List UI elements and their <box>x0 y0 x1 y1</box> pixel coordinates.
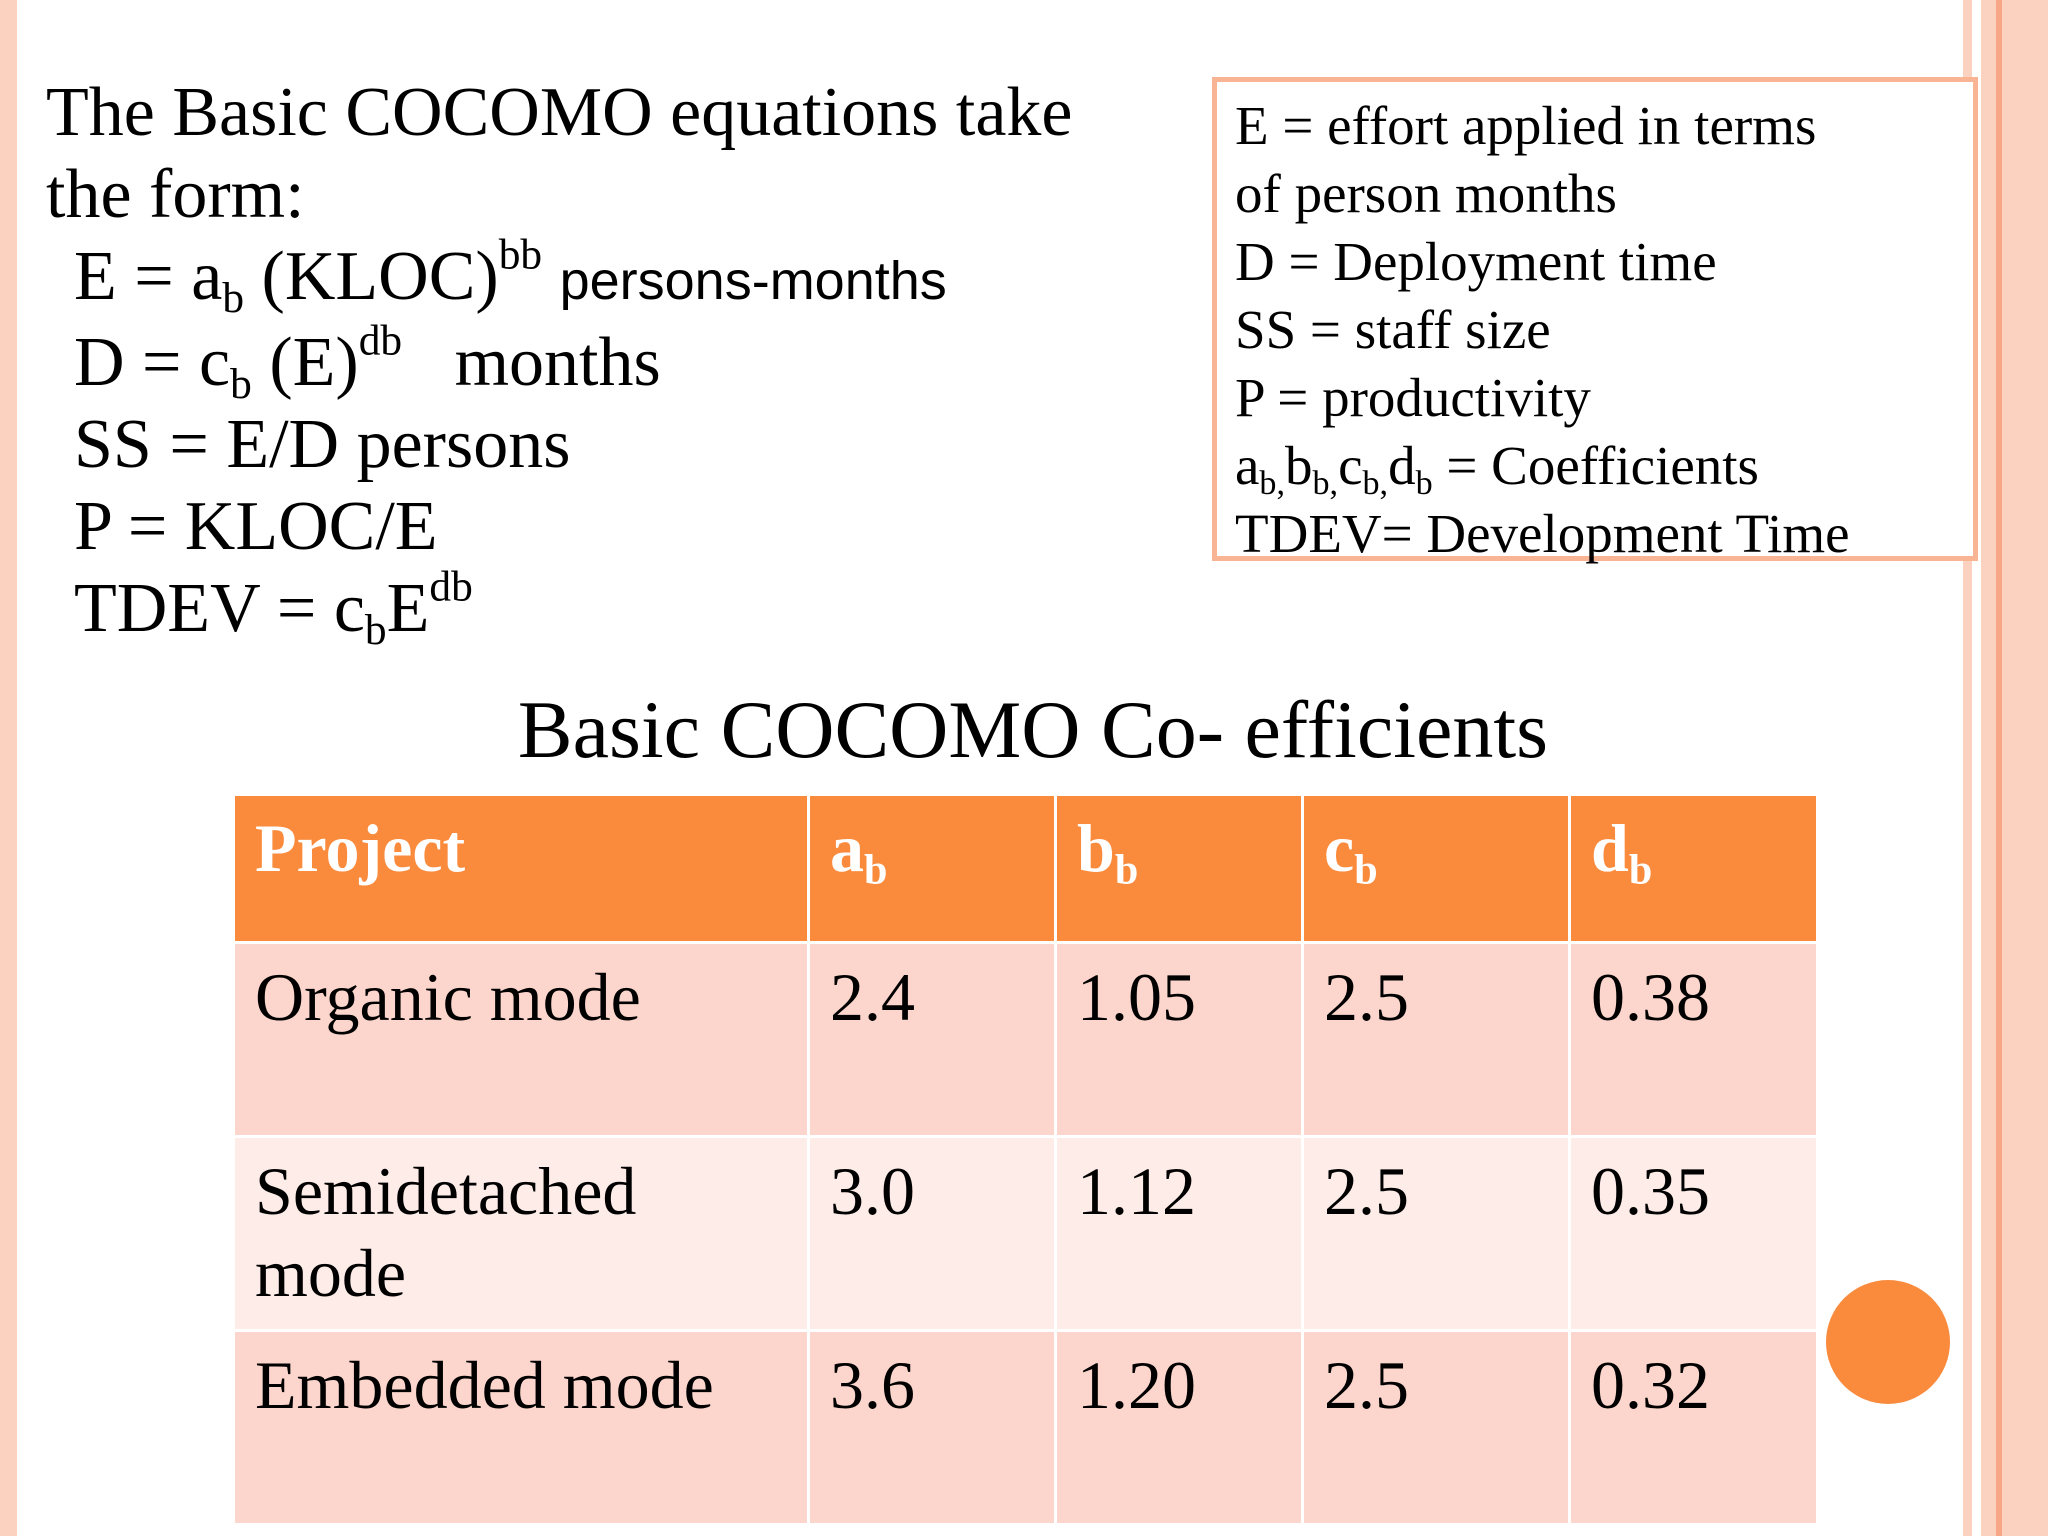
legend-line-5: P = productivity <box>1235 367 1591 428</box>
coef-b-sub: b <box>1312 465 1330 503</box>
right-frame-stripe-inner <box>1963 0 1972 1536</box>
row-semidetached-ab: 3.0 <box>807 1135 1057 1332</box>
header-project-text: Project <box>255 810 466 886</box>
duration-sup: db <box>358 316 403 365</box>
table-row: Embedded mode 3.6 1.20 2.5 0.32 <box>232 1329 1819 1526</box>
intro-line-2: the form: <box>46 156 305 233</box>
header-ab-main: a <box>830 810 864 886</box>
legend-line-3: D = Deployment time <box>1235 231 1717 292</box>
table-header-row: Project ab bb cb db <box>232 793 1819 944</box>
header-ab-sub: b <box>864 846 888 894</box>
row-semidetached-bb: 1.12 <box>1054 1135 1304 1332</box>
equations-block: The Basic COCOMO equations take the form… <box>46 72 1196 652</box>
decorative-orange-circle <box>1826 1280 1950 1404</box>
tdev-sup: db <box>429 562 473 611</box>
right-frame-stripe-outer <box>1981 0 2048 1536</box>
tdev-sub: b <box>364 606 387 655</box>
coef-b: b <box>1285 435 1313 496</box>
header-bb: bb <box>1054 793 1304 944</box>
effort-equation: E = ab (KLOC)bb persons-months <box>46 233 1196 323</box>
row-semidetached-cb: 2.5 <box>1301 1135 1571 1332</box>
row-organic-ab: 2.4 <box>807 941 1057 1138</box>
tdev-lhs: TDEV = c <box>74 570 365 647</box>
tdev-equation: TDEV = cbEdb <box>46 565 1196 652</box>
duration-mid: (E) <box>251 324 359 401</box>
coef-d-sub: b <box>1415 465 1433 503</box>
table-row: Semidetached mode 3.0 1.12 2.5 0.35 <box>232 1135 1819 1332</box>
duration-unit: months <box>454 324 661 401</box>
duration-equation: D = cb (E)db months <box>46 319 1196 406</box>
header-db: db <box>1568 793 1819 944</box>
header-cb-main: c <box>1324 810 1355 886</box>
effort-sup: bb <box>498 230 543 279</box>
duration-sub: b <box>230 360 252 409</box>
table-title-text: Basic COCOMO Co- efficients <box>517 684 1549 775</box>
table-row: Organic mode 2.4 1.05 2.5 0.38 <box>232 941 1819 1138</box>
header-bb-sub: b <box>1114 846 1139 894</box>
coef-c: c <box>1338 435 1363 496</box>
tdev-mid: E <box>386 570 430 647</box>
effort-lhs: E = a <box>74 238 223 315</box>
coef-d: d <box>1388 435 1416 496</box>
right-frame-stripe-accent <box>1996 0 2002 1536</box>
row-semidetached-project: Semidetached mode <box>232 1135 810 1332</box>
row-embedded-ab: 3.6 <box>807 1329 1057 1526</box>
coefficients-table: Project ab bb cb db Organic mode 2.4 1.0… <box>232 793 1819 1526</box>
row-embedded-bb: 1.20 <box>1054 1329 1304 1526</box>
header-project: Project <box>232 793 810 944</box>
coef-c-sub: b <box>1362 465 1380 503</box>
header-db-main: d <box>1591 810 1629 886</box>
coef-a: a <box>1235 435 1260 496</box>
duration-lhs: D = c <box>74 324 231 401</box>
legend-line-1: E = effort applied in terms <box>1235 95 1817 156</box>
intro-line-1: The Basic COCOMO equations take <box>46 74 1073 151</box>
row-embedded-cb: 2.5 <box>1301 1329 1571 1526</box>
coef-sep-3: , <box>1379 465 1389 503</box>
legend-line-7: TDEV= Development Time <box>1235 503 1850 564</box>
coef-a-sub: b <box>1259 465 1277 503</box>
legend-box: E = effort applied in terms of person mo… <box>1212 77 1978 564</box>
left-frame-stripe <box>0 0 17 1536</box>
legend-line-4: SS = staff size <box>1235 299 1551 360</box>
row-organic-db: 0.38 <box>1568 941 1819 1138</box>
row-semidetached-db: 0.35 <box>1568 1135 1819 1332</box>
effort-unit: persons-months <box>559 251 947 311</box>
table-title: Basic COCOMO Co- efficients <box>0 680 2048 780</box>
staff-equation: SS = E/D persons <box>74 406 571 483</box>
header-db-sub: b <box>1628 846 1653 894</box>
coef-sep-1: , <box>1276 465 1285 503</box>
row-embedded-db: 0.32 <box>1568 1329 1819 1526</box>
row-organic-project: Organic mode <box>232 941 810 1138</box>
effort-mid: (KLOC) <box>244 238 499 315</box>
row-embedded-project: Embedded mode <box>232 1329 810 1526</box>
row-organic-bb: 1.05 <box>1054 941 1304 1138</box>
legend-line-2: of person months <box>1235 163 1617 224</box>
header-ab: ab <box>807 793 1057 944</box>
header-bb-main: b <box>1077 810 1115 886</box>
coef-rest: = Coefficients <box>1432 435 1759 496</box>
row-organic-cb: 2.5 <box>1301 941 1571 1138</box>
effort-sub: b <box>222 274 245 323</box>
coef-sep-2: , <box>1329 465 1339 503</box>
header-cb-sub: b <box>1354 846 1378 894</box>
header-cb: cb <box>1301 793 1571 944</box>
productivity-equation: P = KLOC/E <box>74 488 438 565</box>
legend-coefficients-line: ab,bb,cb,db = Coefficients <box>1235 432 1973 503</box>
